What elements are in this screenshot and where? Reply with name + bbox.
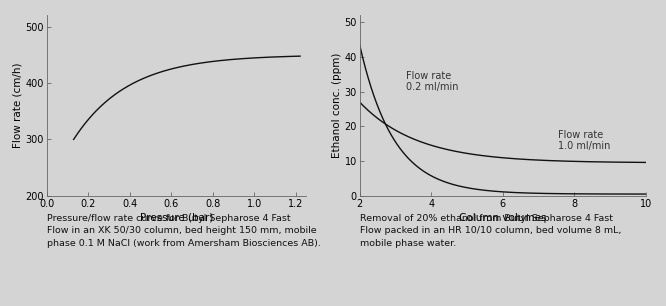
Y-axis label: Ethanol conc. (ppm): Ethanol conc. (ppm) [332,53,342,158]
Text: Flow rate
1.0 ml/min: Flow rate 1.0 ml/min [558,130,611,151]
Y-axis label: Flow rate (cm/h): Flow rate (cm/h) [13,63,23,148]
Text: Flow rate
0.2 ml/min: Flow rate 0.2 ml/min [406,71,459,92]
Text: Pressure/flow rate curve for Butyl Sepharose 4 Fast
Flow in an XK 50/30 column, : Pressure/flow rate curve for Butyl Sepha… [47,214,320,248]
X-axis label: Pressure (bar): Pressure (bar) [140,213,213,223]
Text: Removal of 20% ethanol from Butyl Sepharose 4 Fast
Flow packed in an HR 10/10 co: Removal of 20% ethanol from Butyl Sephar… [360,214,621,248]
X-axis label: Column volumes: Column volumes [459,213,547,223]
